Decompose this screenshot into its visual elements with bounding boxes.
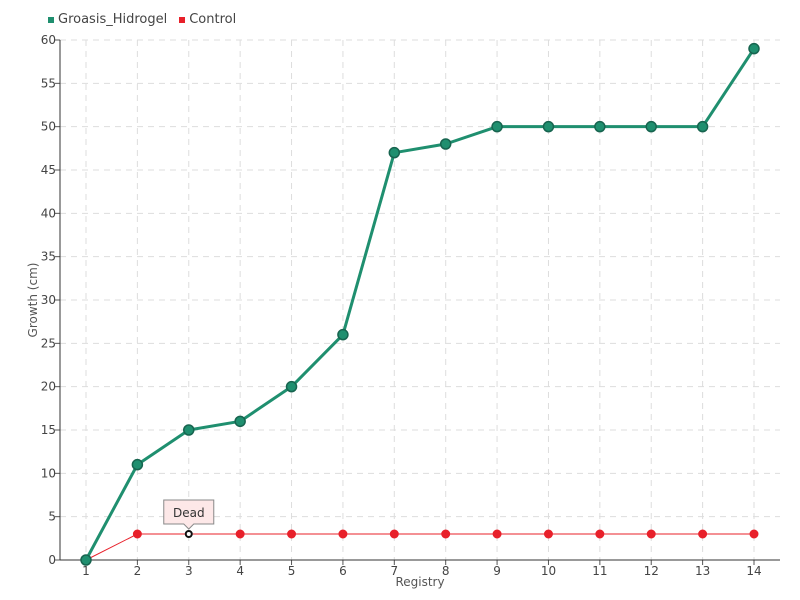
data-point-groasis-hidrogel[interactable]: [183, 424, 195, 436]
y-tick-label: 35: [41, 250, 56, 264]
y-tick-label: 30: [41, 293, 56, 307]
legend-item-control[interactable]: Control: [179, 12, 236, 27]
data-point-groasis-hidrogel[interactable]: [285, 380, 298, 393]
chart-legend: Groasis_Hidrogel Control: [48, 12, 236, 27]
data-point-control[interactable]: [235, 529, 245, 539]
x-tick-label: 6: [339, 564, 347, 578]
data-point-control[interactable]: [698, 529, 708, 539]
data-point-groasis-hidrogel[interactable]: [748, 42, 760, 55]
data-point-control[interactable]: [441, 529, 451, 539]
data-point-control[interactable]: [646, 529, 656, 539]
x-tick-label: 9: [493, 564, 501, 578]
data-point-control[interactable]: [543, 529, 553, 539]
x-tick-label: 4: [236, 564, 244, 578]
data-point-control[interactable]: [389, 529, 399, 539]
series-line-groasis-hidrogel: [84, 47, 756, 561]
data-point-control[interactable]: [287, 529, 297, 539]
legend-item-groasis[interactable]: Groasis_Hidrogel: [48, 12, 167, 27]
x-tick-label: 2: [134, 564, 142, 578]
x-tick-label: 7: [390, 564, 398, 578]
y-tick-label: 0: [48, 553, 56, 567]
data-point-groasis-hidrogel[interactable]: [388, 146, 401, 159]
x-tick-label: 10: [541, 564, 556, 578]
chart-series: [80, 42, 760, 566]
y-tick-label: 5: [48, 510, 56, 524]
legend-label-control: Control: [189, 12, 237, 27]
data-point-groasis-hidrogel[interactable]: [234, 415, 246, 428]
data-point-groasis-hidrogel[interactable]: [131, 458, 144, 471]
annotation-label: Dead: [173, 506, 205, 520]
data-point-groasis-hidrogel[interactable]: [594, 120, 606, 133]
data-point-control[interactable]: [132, 529, 142, 539]
annotation-tooltip: [163, 499, 215, 530]
x-tick-label: 14: [746, 564, 761, 578]
y-tick-label: 20: [41, 380, 56, 394]
x-tick-label: 12: [644, 564, 659, 578]
data-point-groasis-hidrogel[interactable]: [491, 120, 503, 133]
x-tick-label: 5: [288, 564, 296, 578]
data-point-groasis-hidrogel[interactable]: [337, 328, 349, 341]
legend-swatch-control: [179, 16, 186, 23]
data-point-control[interactable]: [492, 529, 502, 539]
data-point-groasis-hidrogel[interactable]: [696, 120, 709, 133]
series-line-control: [85, 533, 754, 561]
y-tick-label: 55: [41, 76, 56, 90]
data-point-control[interactable]: [749, 529, 759, 539]
data-point-control[interactable]: [595, 529, 605, 539]
chart-grid: [60, 39, 780, 560]
x-axis-title: Registry: [395, 575, 444, 589]
data-point-control[interactable]: [184, 530, 193, 538]
data-point-groasis-hidrogel[interactable]: [645, 120, 657, 133]
y-tick-label: 50: [41, 120, 56, 134]
y-tick-label: 40: [41, 206, 56, 220]
data-point-groasis-hidrogel[interactable]: [80, 554, 92, 566]
legend-label-groasis: Groasis_Hidrogel: [58, 12, 168, 27]
data-point-control[interactable]: [338, 529, 348, 539]
y-tick-label: 60: [41, 33, 56, 47]
x-tick-label: 13: [695, 564, 710, 578]
x-tick-label: 11: [592, 564, 607, 578]
y-tick-label: 45: [41, 163, 56, 177]
data-point-groasis-hidrogel[interactable]: [439, 138, 452, 150]
x-tick-label: 1: [82, 564, 90, 578]
x-tick-label: 8: [442, 564, 450, 578]
x-tick-label: 3: [185, 564, 193, 578]
y-tick-label: 15: [41, 423, 56, 437]
legend-swatch-groasis: [48, 16, 54, 23]
y-axis-title: Growth (cm): [26, 263, 40, 338]
y-tick-label: 10: [41, 466, 56, 480]
data-point-groasis-hidrogel[interactable]: [542, 120, 555, 133]
y-tick-label: 25: [41, 336, 56, 350]
chart-annotations: Dead: [163, 499, 215, 530]
